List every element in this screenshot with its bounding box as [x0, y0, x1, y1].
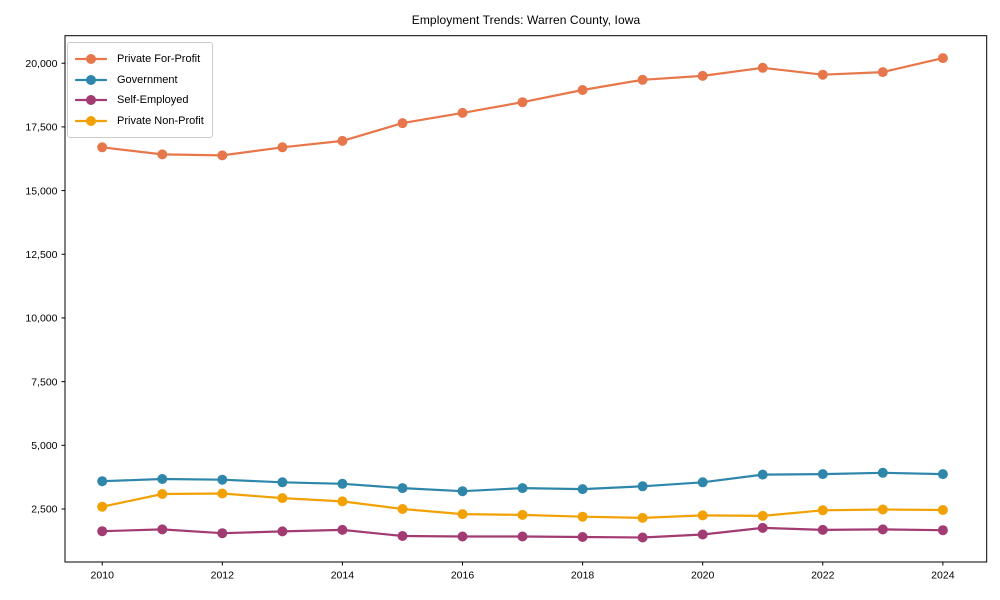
data-point-self-employed-2015 — [397, 531, 408, 541]
legend-label: Private For-Profit — [117, 53, 201, 66]
data-point-self-employed-2022 — [817, 524, 828, 535]
data-point-government-2014 — [337, 478, 348, 489]
data-point-private-for-profit-2011 — [157, 149, 168, 160]
data-point-private-non-profit-2015 — [397, 504, 408, 514]
y-tick-label: 17,500 — [25, 122, 57, 134]
data-point-self-employed-2023 — [877, 524, 888, 535]
data-point-government-2016 — [457, 486, 468, 497]
data-point-private-for-profit-2022 — [817, 69, 828, 80]
data-point-private-for-profit-2016 — [457, 107, 468, 118]
data-point-private-for-profit-2023 — [877, 67, 888, 78]
data-point-self-employed-2013 — [277, 526, 288, 537]
data-point-self-employed-2010 — [97, 526, 108, 537]
data-point-government-2015 — [397, 483, 408, 494]
data-point-self-employed-2017 — [517, 531, 528, 542]
data-point-government-2019 — [637, 481, 648, 492]
data-point-private-non-profit-2022 — [817, 505, 828, 516]
data-point-private-for-profit-2015 — [397, 118, 408, 129]
data-point-private-non-profit-2020 — [697, 510, 708, 521]
data-point-self-employed-2020 — [697, 529, 708, 540]
y-tick-label: 7,500 — [31, 376, 57, 388]
legend-label: Self-Employed — [117, 94, 189, 107]
x-tick-label: 2018 — [571, 570, 595, 582]
data-point-private-for-profit-2014 — [337, 135, 348, 146]
x-tick-label: 2024 — [931, 570, 955, 582]
x-tick-label: 2020 — [691, 570, 715, 582]
legend-marker-icon — [86, 74, 96, 85]
data-point-private-for-profit-2010 — [97, 142, 108, 153]
legend-item-private-non-profit: Private Non-Profit — [75, 111, 204, 132]
data-point-private-non-profit-2018 — [577, 511, 588, 522]
data-point-self-employed-2014 — [337, 524, 348, 535]
data-point-private-non-profit-2024 — [937, 505, 948, 515]
data-point-private-non-profit-2021 — [757, 510, 768, 521]
legend: Private For-Profit Government Self-Employe… — [67, 42, 213, 138]
data-point-private-for-profit-2024 — [937, 53, 948, 64]
data-point-private-for-profit-2012 — [217, 150, 228, 161]
data-point-self-employed-2018 — [577, 532, 588, 542]
y-tick-label: 5,000 — [31, 440, 57, 452]
legend-label: Private Non-Profit — [117, 114, 204, 127]
data-point-private-for-profit-2013 — [277, 142, 288, 153]
y-tick-label: 20,000 — [25, 58, 57, 70]
data-point-government-2011 — [157, 474, 168, 484]
data-point-private-for-profit-2018 — [577, 85, 588, 95]
data-point-self-employed-2021 — [757, 522, 768, 533]
y-tick-label: 12,500 — [25, 249, 57, 261]
data-point-private-non-profit-2012 — [217, 488, 228, 499]
data-point-government-2024 — [937, 469, 948, 480]
data-point-self-employed-2016 — [457, 531, 468, 542]
legend-marker-icon — [86, 95, 96, 106]
legend-item-private-for-profit: Private For-Profit — [75, 49, 204, 70]
data-point-government-2012 — [217, 474, 228, 485]
data-point-government-2020 — [697, 477, 708, 488]
x-tick-label: 2022 — [811, 570, 835, 582]
legend-marker-icon — [86, 54, 96, 65]
data-point-government-2022 — [817, 469, 828, 480]
data-point-private-for-profit-2019 — [637, 74, 648, 85]
data-point-self-employed-2012 — [217, 528, 228, 539]
data-point-private-non-profit-2011 — [157, 489, 168, 499]
data-point-private-non-profit-2017 — [517, 509, 528, 520]
legend-label: Government — [117, 73, 178, 86]
data-point-government-2010 — [97, 476, 108, 487]
legend-item-government: Government — [75, 70, 204, 91]
data-point-government-2021 — [757, 469, 768, 480]
y-tick-label: 15,000 — [25, 185, 57, 197]
data-point-government-2013 — [277, 477, 288, 488]
data-point-private-non-profit-2023 — [877, 504, 888, 515]
data-point-private-for-profit-2017 — [517, 97, 528, 108]
data-point-private-non-profit-2013 — [277, 493, 288, 504]
data-point-self-employed-2024 — [937, 525, 948, 536]
legend-swatch-self-employed — [75, 95, 107, 106]
x-tick-label: 2016 — [451, 570, 475, 582]
data-point-private-for-profit-2020 — [697, 70, 708, 81]
data-point-self-employed-2011 — [157, 524, 168, 535]
legend-marker-icon — [86, 115, 96, 126]
data-point-government-2018 — [577, 484, 588, 495]
chart-title: Employment Trends: Warren County, Iowa — [411, 13, 641, 27]
legend-swatch-government — [75, 74, 107, 85]
data-point-government-2023 — [877, 467, 888, 478]
data-point-government-2017 — [517, 483, 528, 494]
data-point-self-employed-2019 — [637, 532, 648, 543]
data-point-private-non-profit-2019 — [637, 512, 648, 523]
y-tick-label: 2,500 — [31, 504, 57, 516]
data-point-private-non-profit-2016 — [457, 509, 468, 520]
legend-swatch-private-non-profit — [75, 115, 107, 126]
data-point-private-for-profit-2021 — [757, 62, 768, 73]
data-point-private-non-profit-2014 — [337, 496, 348, 507]
data-point-private-non-profit-2010 — [97, 501, 108, 512]
x-tick-label: 2012 — [211, 570, 235, 582]
plot-frame — [64, 35, 988, 563]
y-tick-label: 10,000 — [25, 313, 57, 325]
x-tick-label: 2014 — [331, 570, 355, 582]
legend-swatch-private-for-profit — [75, 54, 107, 65]
legend-item-self-employed: Self-Employed — [75, 90, 204, 111]
x-tick-label: 2010 — [91, 570, 115, 582]
